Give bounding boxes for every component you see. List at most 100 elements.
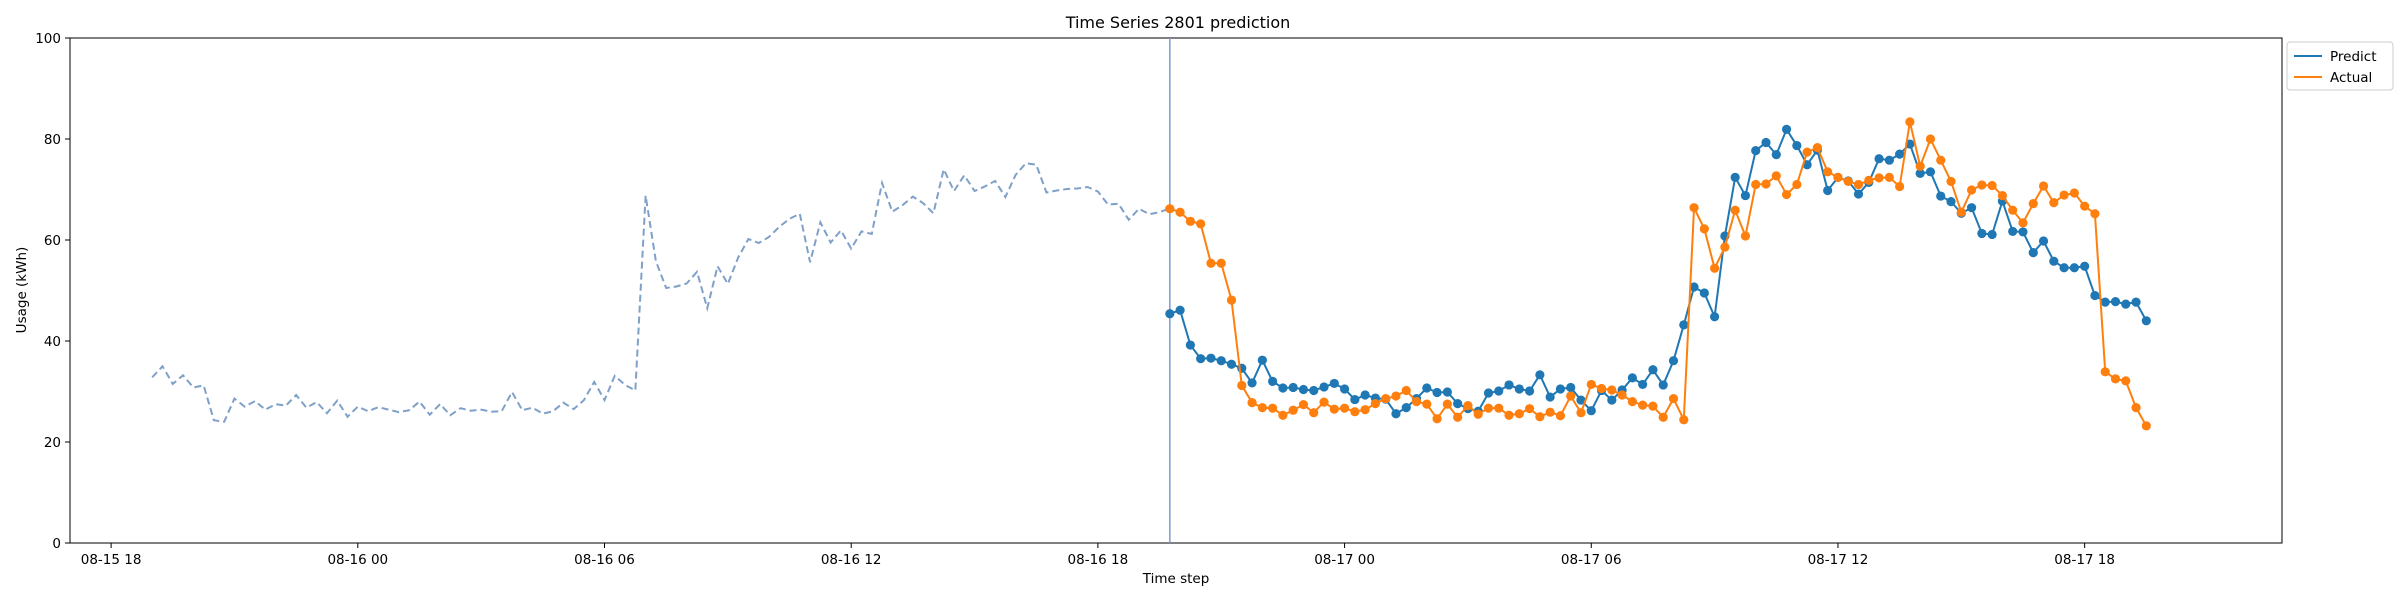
actual-point xyxy=(1740,231,1751,241)
history-series xyxy=(151,162,1171,423)
actual-point xyxy=(1566,391,1576,401)
predict-point xyxy=(1483,388,1494,398)
predict-point xyxy=(1781,124,1792,135)
actual-point xyxy=(1638,400,1648,410)
x-tick-label: 08-17 00 xyxy=(1314,552,1375,568)
x-tick-label: 08-16 00 xyxy=(327,552,388,568)
actual-point xyxy=(1720,242,1730,252)
actual-point xyxy=(1463,401,1473,411)
x-tick-label: 08-16 06 xyxy=(574,552,635,568)
actual-point xyxy=(1329,404,1339,414)
predict-point xyxy=(1710,312,1720,322)
predict-point xyxy=(1514,384,1524,394)
predict-point xyxy=(1987,229,1997,240)
actual-point xyxy=(1895,181,1905,192)
actual-point xyxy=(1946,176,1956,187)
predict-point xyxy=(1524,386,1535,396)
actual-point xyxy=(2080,201,2090,211)
predict-point xyxy=(1309,385,1319,396)
x-tick-label: 08-17 12 xyxy=(1808,552,1869,568)
x-tick-label: 08-16 12 xyxy=(821,552,882,568)
predict-point xyxy=(1391,409,1401,419)
y-tick-label: 80 xyxy=(44,132,61,148)
actual-point xyxy=(1298,400,1309,410)
predict-point xyxy=(2080,261,2090,271)
actual-point xyxy=(1422,399,1432,409)
predict-point xyxy=(1658,380,1668,390)
actual-point xyxy=(2018,218,2028,228)
actual-point xyxy=(1257,403,1267,413)
predict-point xyxy=(1761,137,1771,148)
actual-point xyxy=(1278,410,1288,420)
predict-point xyxy=(2038,236,2049,246)
predict-point xyxy=(1895,149,1905,159)
predict-point xyxy=(1884,155,1894,165)
predict-point xyxy=(2131,297,2141,307)
actual-point xyxy=(1514,409,1524,419)
actual-point xyxy=(1247,398,1257,408)
predict-point xyxy=(1175,305,1185,315)
actual-point xyxy=(2141,421,2151,431)
actual-point xyxy=(1370,399,1381,409)
predict-point xyxy=(2049,256,2059,266)
actual-point xyxy=(1936,155,1946,165)
actual-point xyxy=(1617,390,1627,400)
actual-point xyxy=(1360,405,1370,415)
actual-point xyxy=(1977,180,1987,190)
actual-point xyxy=(1185,216,1195,226)
actual-point xyxy=(2049,198,2059,208)
predict-point xyxy=(1925,167,1936,177)
predict-point xyxy=(2008,226,2018,237)
actual-point xyxy=(1381,393,1391,404)
predict-point xyxy=(1257,355,1267,365)
predict-point xyxy=(1360,390,1370,400)
actual-point xyxy=(1226,295,1237,305)
actual-point xyxy=(1802,147,1812,157)
chart-title: Time Series 2801 prediction xyxy=(1065,13,1291,32)
actual-point xyxy=(1843,176,1853,187)
actual-point xyxy=(1658,412,1668,422)
actual-point xyxy=(1905,117,1915,127)
actual-point xyxy=(1956,207,1966,217)
predict-point xyxy=(1638,379,1648,390)
actual-point xyxy=(1710,263,1720,273)
predict-point xyxy=(1946,197,1956,207)
actual-point xyxy=(1504,410,1514,420)
actual-point xyxy=(1216,258,1226,268)
actual-point xyxy=(1648,401,1658,411)
actual-point xyxy=(1442,399,1452,409)
predict-point xyxy=(1422,383,1432,393)
y-tick-label: 100 xyxy=(35,31,61,47)
x-axis: 08-15 18 08-16 00 08-16 06 08-16 12 08-16 18… xyxy=(81,543,2115,568)
predict-point xyxy=(1555,384,1566,394)
predict-point xyxy=(1401,403,1411,413)
y-tick-label: 40 xyxy=(44,334,61,350)
actual-point xyxy=(1730,205,1740,215)
actual-point xyxy=(1319,397,1329,407)
predict-point xyxy=(1494,386,1504,396)
predict-point xyxy=(1319,382,1329,392)
actual-point xyxy=(1997,190,2008,201)
actual-point xyxy=(1812,142,1822,153)
actual-point xyxy=(1411,397,1422,407)
actual-point xyxy=(1483,403,1494,413)
legend: Predict Actual xyxy=(2286,41,2394,91)
predict-point xyxy=(1206,353,1216,363)
actual-point xyxy=(1699,224,1709,234)
predict-point xyxy=(1730,172,1740,182)
predict-point xyxy=(1586,406,1596,416)
actual-point xyxy=(1432,414,1442,424)
predict-point xyxy=(1607,395,1617,405)
actual-point xyxy=(1761,179,1771,189)
predict-point xyxy=(1648,365,1658,375)
x-tick-label: 08-17 06 xyxy=(1561,552,1622,568)
actual-point xyxy=(1473,409,1483,419)
actual-point xyxy=(1586,379,1596,390)
actual-point xyxy=(1915,161,1925,171)
actual-series xyxy=(1165,117,2151,431)
actual-point xyxy=(1792,179,1802,190)
actual-point xyxy=(1864,175,1874,186)
actual-point xyxy=(1853,179,1864,190)
